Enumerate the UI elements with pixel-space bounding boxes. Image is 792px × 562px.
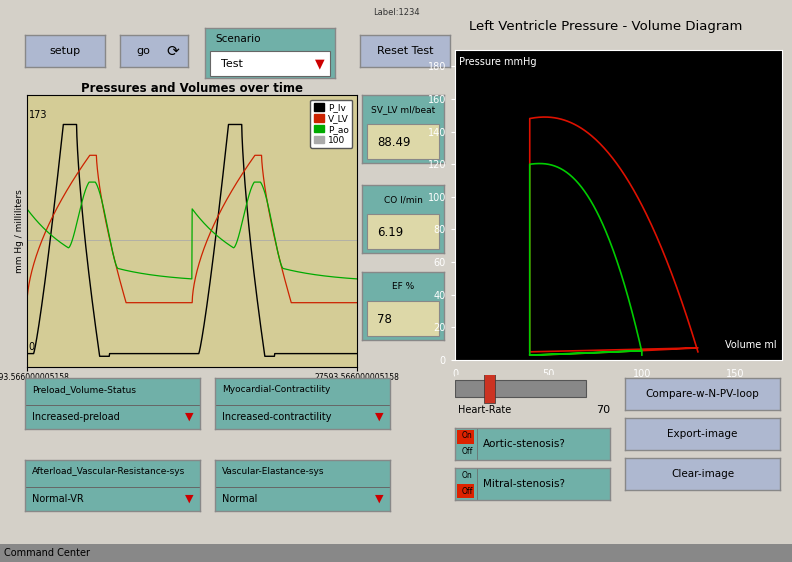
Text: ▼: ▼ — [375, 412, 384, 422]
Text: SV_LV ml/beat: SV_LV ml/beat — [371, 106, 435, 115]
Text: Clear-image: Clear-image — [671, 469, 734, 479]
Text: ▼: ▼ — [375, 494, 384, 504]
Bar — [367, 124, 439, 159]
Bar — [215, 405, 390, 429]
Text: CO l/min: CO l/min — [383, 196, 422, 205]
Text: Myocardial-Contractility: Myocardial-Contractility — [222, 385, 330, 394]
Text: Left Ventricle Pressure - Volume Diagram: Left Ventricle Pressure - Volume Diagram — [469, 20, 743, 33]
Text: Vascular-Elastance-sys: Vascular-Elastance-sys — [222, 467, 325, 476]
Text: Increased-contractility: Increased-contractility — [222, 412, 332, 422]
Text: Test: Test — [221, 59, 242, 69]
Bar — [25, 405, 200, 429]
Text: Off: Off — [461, 487, 473, 496]
Title: Pressures and Volumes over time: Pressures and Volumes over time — [81, 82, 303, 95]
Text: EF %: EF % — [392, 283, 414, 292]
Text: Label:1234: Label:1234 — [373, 8, 419, 17]
Text: Pressure mmHg: Pressure mmHg — [459, 57, 536, 66]
Text: setup: setup — [49, 46, 81, 56]
Text: ⟳: ⟳ — [166, 43, 180, 58]
Text: Normal: Normal — [222, 494, 257, 504]
Text: Increased-preload: Increased-preload — [32, 412, 120, 422]
Legend: P_lv, V_LV, P_ao, 100: P_lv, V_LV, P_ao, 100 — [310, 99, 352, 148]
Text: 6.19: 6.19 — [377, 226, 403, 239]
Bar — [367, 301, 439, 336]
Text: Normal-VR: Normal-VR — [32, 494, 84, 504]
Text: ▼: ▼ — [185, 494, 194, 504]
Text: Off: Off — [461, 447, 473, 456]
Text: Volume ml: Volume ml — [725, 340, 776, 350]
Text: Preload_Volume-Status: Preload_Volume-Status — [32, 385, 136, 394]
Text: go: go — [137, 46, 150, 56]
Text: 88.49: 88.49 — [377, 136, 410, 149]
Text: 70: 70 — [596, 405, 610, 415]
Text: On: On — [461, 432, 472, 441]
Text: On: On — [461, 472, 472, 481]
Bar — [455, 468, 477, 500]
Text: Command Center: Command Center — [4, 548, 90, 558]
Bar — [25, 487, 200, 511]
Y-axis label: mm Hg / milliliters: mm Hg / milliliters — [15, 189, 25, 273]
Bar — [367, 214, 439, 249]
Text: Compare-w-N-PV-loop: Compare-w-N-PV-loop — [645, 389, 760, 399]
Bar — [456, 429, 474, 444]
Bar — [484, 374, 495, 403]
Bar — [455, 379, 586, 397]
Text: Scenario: Scenario — [215, 34, 261, 44]
Text: 78: 78 — [377, 313, 391, 326]
Text: Export-image: Export-image — [668, 429, 737, 439]
Text: 173: 173 — [29, 111, 48, 120]
Text: 0: 0 — [29, 342, 35, 352]
Bar — [210, 51, 329, 76]
Bar — [455, 428, 477, 460]
Text: ▼: ▼ — [185, 412, 194, 422]
Text: ▼: ▼ — [314, 57, 324, 70]
Bar — [215, 487, 390, 511]
Text: Heart-Rate: Heart-Rate — [459, 405, 512, 415]
Text: Afterload_Vascular-Resistance-sys: Afterload_Vascular-Resistance-sys — [32, 467, 185, 476]
Text: Reset Test: Reset Test — [377, 46, 433, 56]
Bar — [456, 484, 474, 498]
Text: Mitral-stenosis?: Mitral-stenosis? — [483, 479, 565, 489]
Text: Aortic-stenosis?: Aortic-stenosis? — [483, 439, 565, 449]
